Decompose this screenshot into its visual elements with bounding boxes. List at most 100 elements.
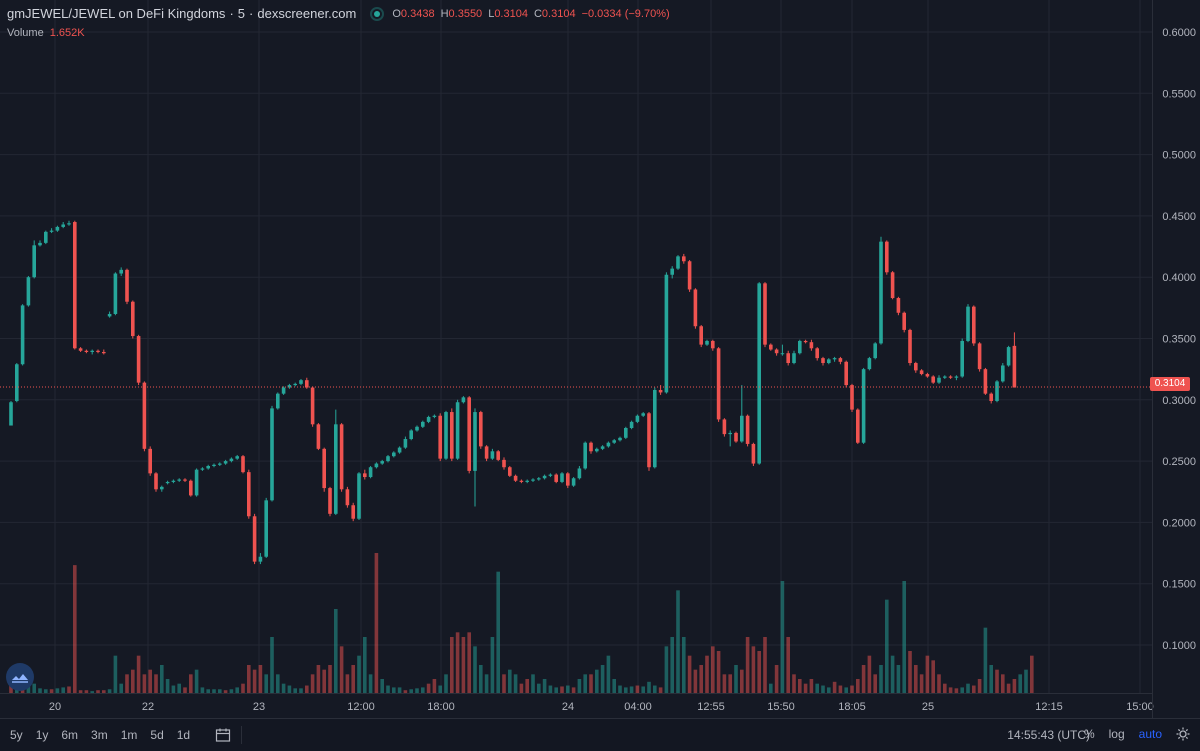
candle-body bbox=[896, 298, 901, 313]
source-label[interactable]: dexscreener.com bbox=[257, 6, 357, 21]
volume-bar bbox=[334, 609, 338, 693]
volume-bar bbox=[316, 665, 321, 693]
volume-bar bbox=[160, 665, 164, 693]
candle-body bbox=[769, 344, 773, 350]
auto-scale-button[interactable]: auto bbox=[1138, 727, 1162, 741]
utc-clock[interactable]: 14:55:43 (UTC) bbox=[1007, 728, 1090, 742]
volume-value: 1.652K bbox=[49, 27, 85, 39]
volume-bar bbox=[136, 655, 141, 693]
candle-body bbox=[305, 380, 309, 388]
candle-body bbox=[26, 277, 31, 306]
candle-body bbox=[763, 283, 767, 345]
volume-bar bbox=[148, 669, 152, 693]
candle-body bbox=[531, 479, 535, 481]
candle-body bbox=[873, 343, 877, 359]
volume-bar bbox=[1012, 679, 1017, 693]
volume-bar bbox=[450, 637, 454, 693]
candle-body bbox=[554, 474, 558, 482]
candle-body bbox=[786, 353, 790, 364]
candle-body bbox=[264, 500, 268, 557]
candle-body bbox=[409, 430, 413, 440]
candle-body bbox=[55, 226, 60, 231]
candle-body bbox=[287, 385, 292, 388]
candle-body bbox=[925, 374, 930, 377]
range-button-1m[interactable]: 1m bbox=[120, 728, 138, 742]
x-axis-tick-label: 12:15 bbox=[1035, 701, 1063, 713]
candle-body bbox=[1001, 365, 1005, 382]
candle-body bbox=[426, 416, 431, 422]
range-button-1d[interactable]: 1d bbox=[176, 728, 191, 742]
candle-body bbox=[502, 459, 506, 468]
candle-body bbox=[774, 349, 779, 354]
candle-body bbox=[177, 479, 181, 481]
candle-body bbox=[914, 363, 918, 371]
candle-body bbox=[670, 268, 674, 275]
candle-body bbox=[397, 447, 402, 453]
volume-bar bbox=[322, 669, 326, 693]
volume-bar bbox=[310, 674, 315, 693]
volume-bar bbox=[548, 685, 553, 693]
volume-label[interactable]: Volume bbox=[7, 27, 44, 39]
settings-gear-icon[interactable] bbox=[1176, 727, 1190, 741]
volume-bar bbox=[885, 599, 889, 693]
volume-bar bbox=[247, 665, 251, 693]
ohlc-open: O0.3438 bbox=[392, 7, 435, 20]
x-axis-tick-label: 23 bbox=[253, 701, 265, 713]
candle-body bbox=[618, 437, 622, 441]
volume-bar bbox=[612, 679, 616, 693]
candle-body bbox=[606, 442, 611, 447]
candle-body bbox=[142, 382, 147, 449]
range-button-1y[interactable]: 1y bbox=[35, 728, 49, 742]
volume-bar bbox=[455, 632, 460, 693]
candle-body bbox=[595, 448, 599, 452]
candle-body bbox=[867, 358, 872, 370]
candle-body bbox=[885, 241, 889, 273]
volume-bar bbox=[90, 691, 94, 693]
volume-bar bbox=[171, 685, 176, 693]
volume-bar bbox=[218, 689, 222, 693]
volume-bar bbox=[38, 688, 42, 693]
range-button-6m[interactable]: 6m bbox=[61, 728, 79, 742]
dexscreener-logo-icon[interactable] bbox=[6, 663, 34, 691]
candle-body bbox=[206, 466, 210, 469]
ohlc-low: L0.3104 bbox=[488, 7, 528, 20]
legend-separator: · bbox=[249, 6, 254, 21]
y-axis-tick-label: 0.5500 bbox=[1162, 88, 1196, 100]
volume-bar bbox=[252, 669, 257, 693]
candle-body bbox=[212, 464, 216, 467]
volume-bar bbox=[374, 553, 379, 693]
volume-bar bbox=[757, 651, 761, 693]
candle-body bbox=[542, 475, 547, 479]
symbol-title[interactable]: gmJEWEL/JEWEL on DeFi Kingdoms bbox=[7, 6, 226, 21]
candle-body bbox=[328, 488, 332, 514]
volume-bar bbox=[508, 669, 512, 693]
y-axis-tick-label: 0.1500 bbox=[1162, 579, 1196, 591]
volume-bar bbox=[664, 646, 669, 693]
volume-bar bbox=[484, 674, 489, 693]
candle-body bbox=[165, 481, 170, 484]
calendar-range-icon[interactable] bbox=[215, 727, 231, 743]
candle-body bbox=[943, 376, 947, 378]
range-button-5y[interactable]: 5y bbox=[10, 728, 23, 742]
interval-label[interactable]: 5 bbox=[237, 6, 246, 21]
candle-body bbox=[972, 306, 976, 344]
volume-bar bbox=[55, 688, 60, 693]
volume-bar bbox=[798, 679, 802, 693]
percent-scale-button[interactable]: % bbox=[1083, 727, 1095, 741]
candle-body bbox=[496, 451, 500, 460]
range-button-3m[interactable]: 3m bbox=[91, 728, 108, 742]
candle-body bbox=[484, 446, 489, 459]
volume-bar bbox=[461, 637, 466, 693]
range-button-5d[interactable]: 5d bbox=[150, 728, 164, 742]
log-scale-button[interactable]: log bbox=[1108, 727, 1125, 741]
candle-body bbox=[624, 427, 628, 438]
volume-bar bbox=[740, 669, 744, 693]
volume-bar bbox=[200, 687, 205, 693]
volume-bar bbox=[647, 681, 651, 693]
candle-body bbox=[84, 350, 89, 352]
volume-bar bbox=[96, 690, 100, 693]
price-chart[interactable]: 0.6000 0.5500 0.5000 0.4500 0.4000 0.3500 0.30… bbox=[0, 0, 1200, 718]
candle-body bbox=[432, 415, 437, 417]
volume-bar bbox=[345, 674, 350, 693]
candle-body bbox=[989, 393, 993, 402]
